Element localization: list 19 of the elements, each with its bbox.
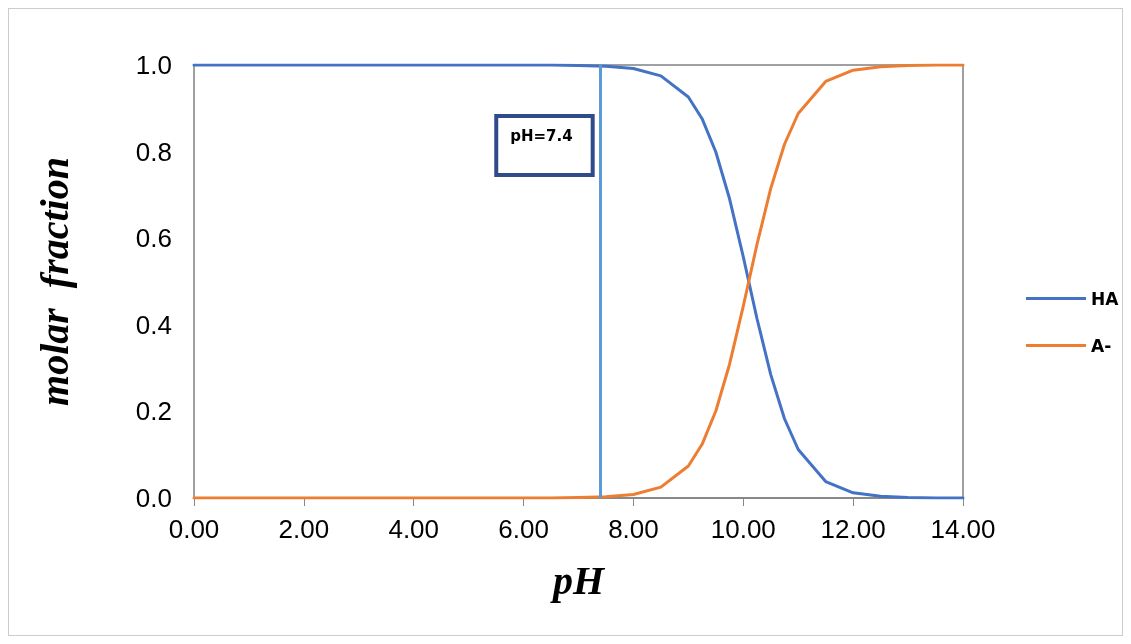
x-tick-label: 14.00	[930, 514, 996, 544]
x-tick-label: 4.00	[388, 514, 440, 544]
x-tick-label: 8.00	[608, 514, 659, 544]
legend-label: A-	[1091, 335, 1112, 356]
legend-label: HA	[1091, 288, 1120, 309]
y-tick-label: 1.0	[135, 50, 172, 80]
x-axis-title: pH	[549, 557, 606, 603]
y-tick-label: 0.4	[135, 309, 172, 340]
y-tick-label: 0.2	[135, 396, 172, 427]
x-tick-label: 0.00	[168, 514, 220, 544]
y-tick-label: 0.6	[135, 223, 172, 254]
ref-line-label: pH=7.4	[510, 126, 573, 145]
x-tick-label: 10.00	[710, 514, 776, 544]
x-tick-label: 6.00	[498, 514, 549, 544]
y-tick-label: 0.0	[135, 483, 172, 513]
x-tick-label: 12.00	[820, 514, 886, 544]
x-tick-label: 2.00	[278, 514, 330, 544]
y-axis-title: molar fraction	[31, 157, 77, 406]
y-tick-label: 0.8	[135, 136, 172, 167]
